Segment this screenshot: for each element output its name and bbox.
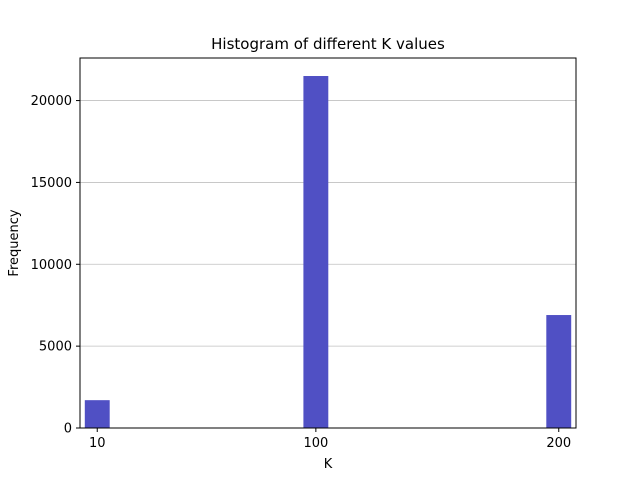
x-axis-label: K	[324, 457, 333, 472]
bar-200	[546, 315, 572, 428]
y-tick-label: 0	[64, 422, 72, 437]
plot-frame	[79, 57, 577, 429]
bar-100	[303, 76, 329, 428]
y-tick-label: 20000	[31, 94, 72, 109]
y-tick-label: 10000	[31, 258, 72, 273]
x-tick-label: 10	[89, 436, 106, 451]
y-tick-label: 15000	[31, 176, 72, 191]
y-axis-label: Frequency	[7, 209, 22, 276]
bar-10	[84, 400, 110, 428]
bars	[84, 76, 572, 428]
y-tick-label: 5000	[39, 340, 72, 355]
x-tick-label: 200	[546, 436, 571, 451]
x-tick-label: 100	[303, 436, 328, 451]
chart-title: Histogram of different K values	[211, 35, 445, 53]
